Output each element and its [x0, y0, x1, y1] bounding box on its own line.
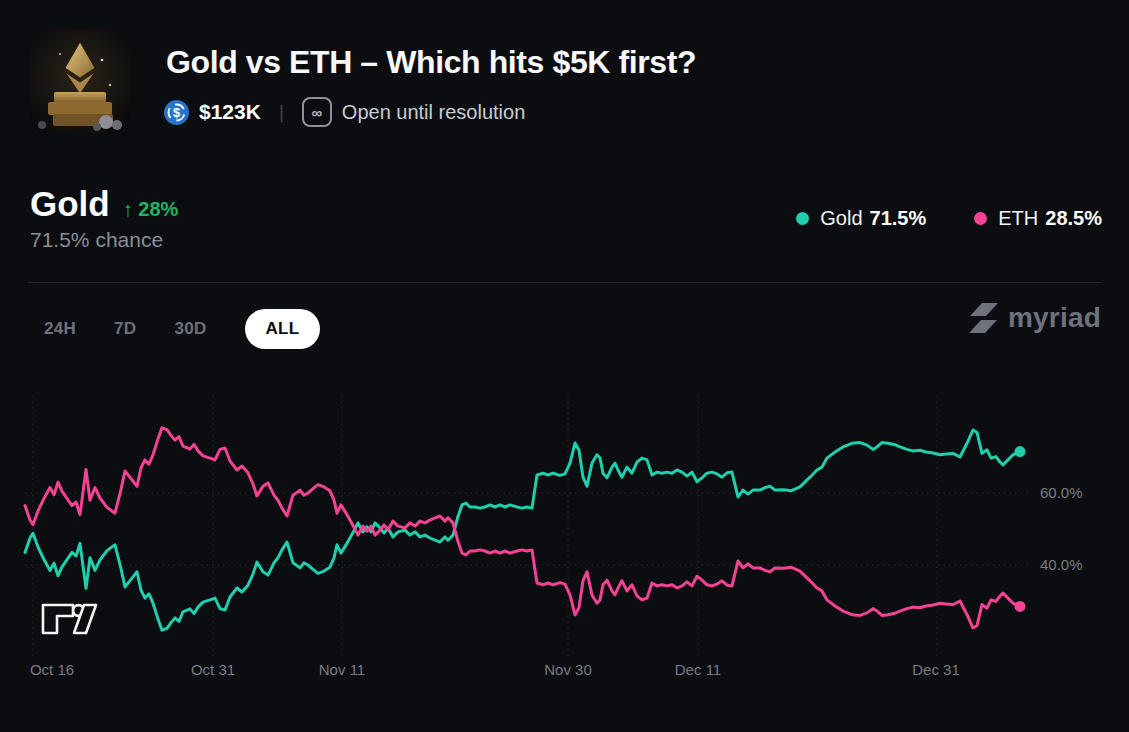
- probability-chart[interactable]: [0, 0, 1129, 732]
- x-axis-label: Nov 11: [319, 661, 365, 678]
- tradingview-logo[interactable]: [40, 596, 98, 638]
- x-axis-label: Nov 30: [544, 661, 592, 678]
- x-axis-label: Oct 16: [30, 661, 74, 678]
- y-axis-label: 40.0%: [1040, 556, 1083, 573]
- x-axis-label: Dec 11: [675, 661, 721, 678]
- market-page: Gold vs ETH – Which hits $5K first? $ $1…: [0, 0, 1129, 732]
- x-axis-label: Dec 31: [912, 661, 960, 678]
- y-axis-label: 60.0%: [1040, 484, 1083, 501]
- x-axis-label: Oct 31: [191, 661, 235, 678]
- eth-current-point: [1015, 601, 1026, 612]
- gold-current-point: [1015, 446, 1026, 457]
